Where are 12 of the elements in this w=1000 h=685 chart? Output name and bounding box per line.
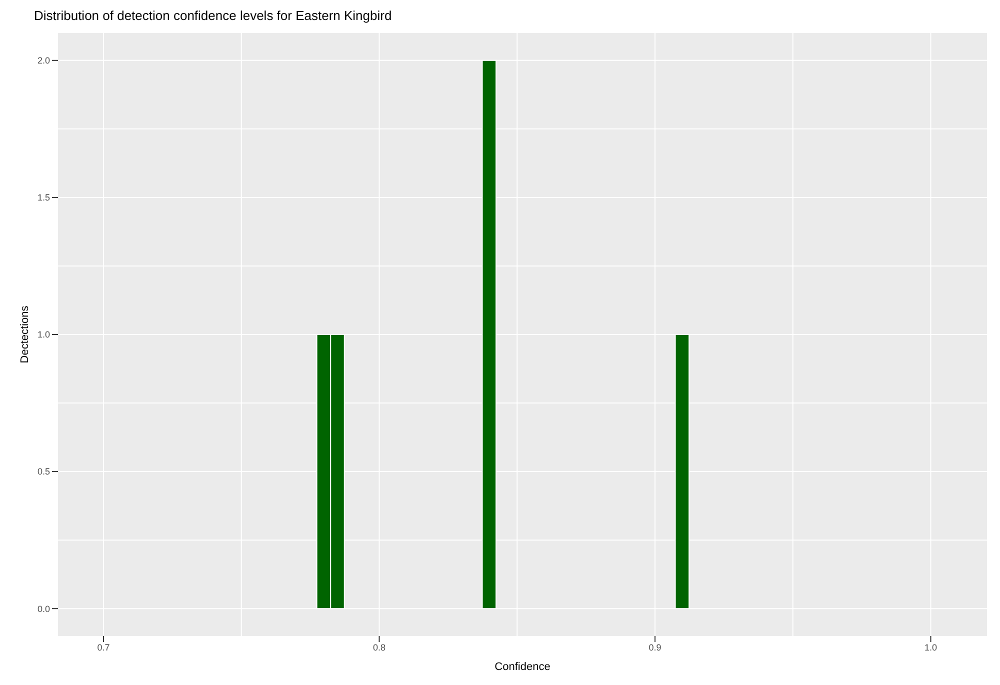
x-tick-label: 0.8 <box>372 642 386 652</box>
y-tick-label: 0.0 <box>37 604 50 614</box>
y-tick-label: 1.0 <box>37 330 50 340</box>
y-axis-title: Dectections <box>18 305 31 364</box>
y-tick-label: 2.0 <box>37 56 50 66</box>
x-axis-title: Confidence <box>494 661 550 673</box>
x-tick-label: 0.7 <box>97 642 110 652</box>
y-tick-label: 1.5 <box>37 192 50 203</box>
chart-title: Distribution of detection confidence levels for Eastern Kingbird <box>33 8 393 25</box>
y-tick-label: 0.5 <box>37 466 50 477</box>
x-tick-label: 0.9 <box>648 642 662 652</box>
x-tick-label: 1.0 <box>924 642 938 652</box>
